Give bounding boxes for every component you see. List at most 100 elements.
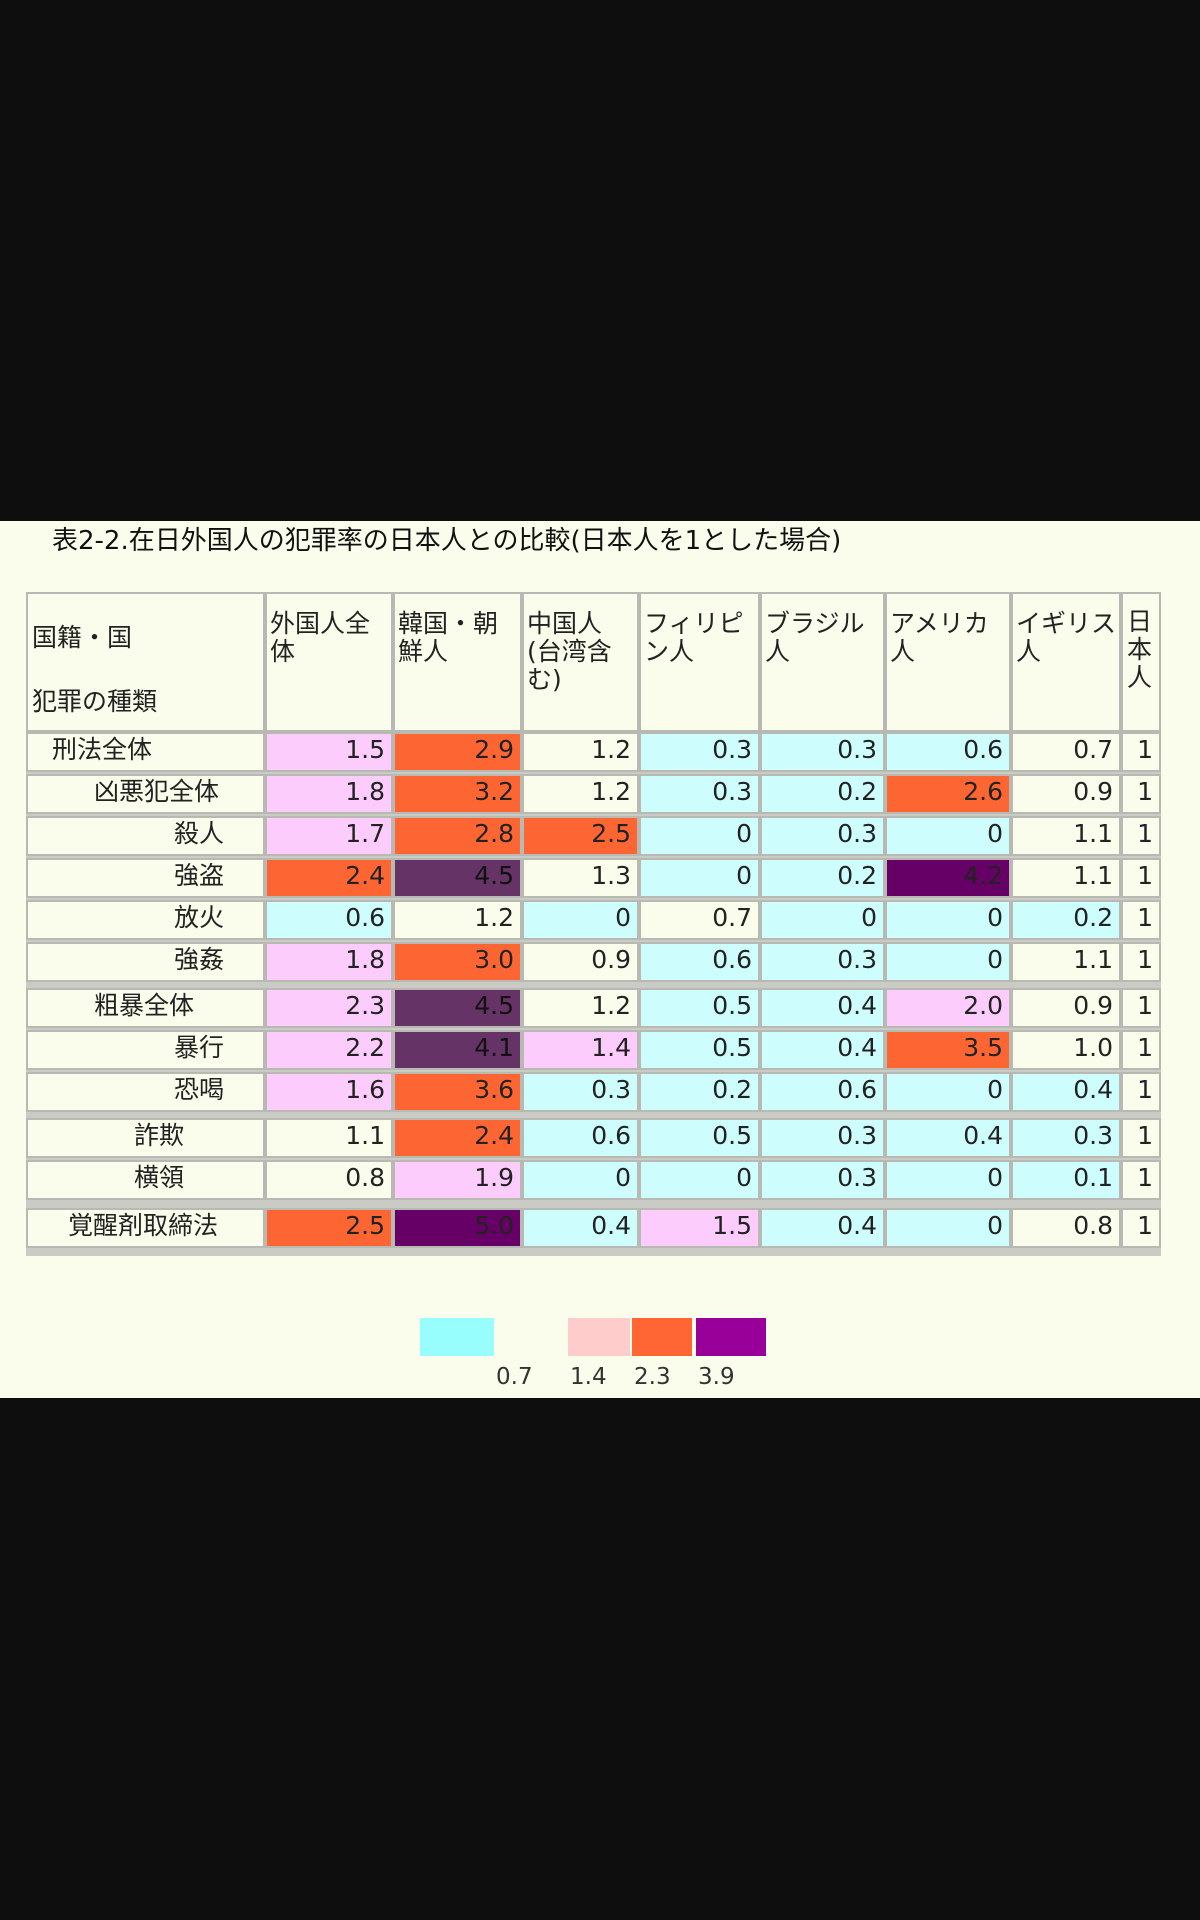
table-title: 表2-2.在日外国人の犯罪率の日本人との比較(日本人を1とした場合) — [52, 526, 842, 556]
table-cell: 0.9 — [1011, 774, 1121, 814]
column-header-line: フィリピ — [644, 609, 744, 638]
legend-swatch — [696, 1318, 766, 1356]
column-header: 韓国・朝 鮮人 — [393, 592, 522, 732]
column-header-line: 中国人 — [527, 609, 603, 638]
table-cell: 0 — [885, 816, 1011, 856]
table-cell: 1 — [1121, 988, 1161, 1028]
table-cell: 1 — [1121, 732, 1161, 772]
table-cell: 1.2 — [522, 988, 639, 1028]
table-cell: 1 — [1121, 816, 1161, 856]
table-cell: 0 — [885, 1160, 1011, 1200]
row-label: 覚醒剤取締法 — [26, 1208, 265, 1248]
crime-rate-table: 国籍・国 犯罪の種類 外国人全体韓国・朝 鮮人 中国人 (台湾含 む) フィリピ ン人 ブラジル人… — [26, 592, 1161, 1256]
table-cell: 0.4 — [522, 1208, 639, 1248]
table-cell: 0.3 — [760, 1160, 885, 1200]
table-cell: 1 — [1121, 900, 1161, 940]
table-cell: 2.0 — [885, 988, 1011, 1028]
table-cell: 0.3 — [760, 732, 885, 772]
table-cell: 0 — [639, 858, 760, 898]
column-header: イギリス人 — [1011, 592, 1121, 732]
table-cell: 0 — [885, 942, 1011, 982]
table-cell: 1 — [1121, 1160, 1161, 1200]
table-cell: 0 — [760, 900, 885, 940]
row-label: 殺人 — [26, 816, 265, 856]
corner-label-nationality: 国籍・国 — [32, 623, 133, 652]
legend-swatch — [632, 1318, 692, 1356]
table-cell: 0.2 — [760, 774, 885, 814]
table-cell: 0.1 — [1011, 1160, 1121, 1200]
legend-threshold-label: 0.7 — [496, 1364, 533, 1390]
table-cell: 2.5 — [522, 816, 639, 856]
table-cell: 2.4 — [265, 858, 393, 898]
table-cell: 0.6 — [265, 900, 393, 940]
row-label: 横領 — [26, 1160, 265, 1200]
table-cell: 1.0 — [1011, 1030, 1121, 1070]
row-label: 詐欺 — [26, 1118, 265, 1158]
table-cell: 2.3 — [265, 988, 393, 1028]
table-cell: 0.8 — [1011, 1208, 1121, 1248]
table-cell: 0.6 — [760, 1072, 885, 1112]
table-cell: 5.0 — [393, 1208, 522, 1248]
column-header-line: 韓国・朝 — [398, 609, 499, 638]
column-header: ブラジル人 — [760, 592, 885, 732]
table-cell: 0.6 — [885, 732, 1011, 772]
table-cell: 0.4 — [760, 988, 885, 1028]
column-header-line: 鮮人 — [398, 637, 449, 666]
table-cell: 0.3 — [760, 1118, 885, 1158]
table-cell: 1.1 — [1011, 858, 1121, 898]
table-cell: 1.6 — [265, 1072, 393, 1112]
table-cell: 0.7 — [639, 900, 760, 940]
column-header-line: 人 — [1016, 637, 1042, 666]
column-header-line: 本 — [1127, 635, 1153, 664]
row-label: 粗暴全体 — [26, 988, 265, 1028]
column-header: 日本人 — [1121, 592, 1161, 732]
table-cell: 1.2 — [522, 732, 639, 772]
table-cell: 1.2 — [522, 774, 639, 814]
color-legend: 0.7 1.4 2.3 3.9 — [420, 1318, 766, 1390]
corner-label-crime-type: 犯罪の種類 — [32, 687, 158, 716]
table-cell: 0.2 — [1011, 900, 1121, 940]
table-cell: 2.2 — [265, 1030, 393, 1070]
table-cell: 0.3 — [522, 1072, 639, 1112]
table-cell: 0.9 — [522, 942, 639, 982]
table-cell: 0 — [639, 1160, 760, 1200]
row-label: 強盗 — [26, 858, 265, 898]
table-cell: 0.3 — [760, 942, 885, 982]
table-cell: 0 — [522, 900, 639, 940]
legend-swatch — [420, 1318, 494, 1356]
table-cell: 2.6 — [885, 774, 1011, 814]
table-cell: 1.2 — [393, 900, 522, 940]
column-header-line: 日 — [1127, 607, 1153, 636]
table-cell: 1 — [1121, 1208, 1161, 1248]
table-cell: 0.3 — [760, 816, 885, 856]
table-cell: 0.8 — [265, 1160, 393, 1200]
table-cell: 0.4 — [1011, 1072, 1121, 1112]
column-header-line: ブラジル — [765, 609, 865, 638]
table-cell: 2.5 — [265, 1208, 393, 1248]
column-header-line: 体 — [270, 637, 296, 666]
table-cell: 2.4 — [393, 1118, 522, 1158]
column-header: 外国人全体 — [265, 592, 393, 732]
table-cell: 0.2 — [639, 1072, 760, 1112]
row-label: 暴行 — [26, 1030, 265, 1070]
table-cell: 0.5 — [639, 1118, 760, 1158]
table-cell: 2.8 — [393, 816, 522, 856]
table-cell: 2.9 — [393, 732, 522, 772]
row-label: 刑法全体 — [26, 732, 265, 772]
table-cell: 0.7 — [1011, 732, 1121, 772]
table-cell: 1.8 — [265, 774, 393, 814]
table-cell: 3.2 — [393, 774, 522, 814]
table-cell: 1.9 — [393, 1160, 522, 1200]
table-cell: 3.5 — [885, 1030, 1011, 1070]
table-cell: 0.3 — [639, 774, 760, 814]
table-cell: 0.9 — [1011, 988, 1121, 1028]
legend-threshold-label: 2.3 — [634, 1364, 671, 1390]
column-header-line: ン人 — [644, 637, 695, 666]
column-header-line: イギリス — [1016, 609, 1117, 638]
table-cell: 0.4 — [760, 1208, 885, 1248]
table-cell: 4.5 — [393, 988, 522, 1028]
table-cell: 1 — [1121, 1118, 1161, 1158]
column-header-line: アメリカ — [890, 609, 989, 638]
table-cell: 1.1 — [265, 1118, 393, 1158]
table-cell: 3.0 — [393, 942, 522, 982]
